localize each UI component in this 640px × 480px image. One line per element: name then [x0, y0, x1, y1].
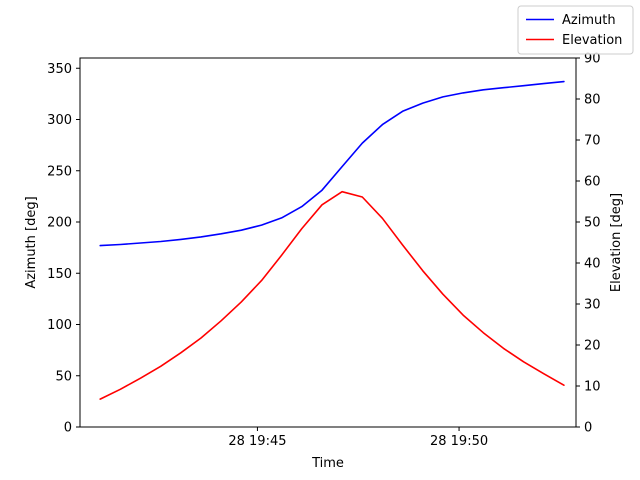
y-left-tick-label: 200: [47, 216, 72, 231]
y-right-tick-label: 50: [584, 216, 601, 231]
x-axis-ticks: 28 19:45 28 19:50: [228, 427, 488, 449]
y-right-tick-label: 80: [584, 93, 601, 108]
y-left-tick-label: 50: [55, 369, 72, 384]
y-left-tick-label: 0: [64, 421, 72, 436]
plot-marks: [99, 80, 565, 400]
x-tick-label: 28 19:45: [228, 434, 286, 449]
legend-box: [517, 5, 634, 55]
y-left-tick-label: 100: [47, 318, 72, 333]
plot-frame: [79, 57, 577, 428]
y-right-axis-label: Elevation [deg]: [609, 193, 624, 292]
y-right-tick-label: 0: [584, 421, 592, 436]
legend-label-azimuth: Azimuth: [562, 13, 616, 28]
series-line-elevation: [99, 190, 565, 400]
y-right-tick-label: 20: [584, 339, 601, 354]
y-right-tick-label: 10: [584, 380, 601, 395]
y-left-axis-label: Azimuth [deg]: [24, 196, 39, 288]
y-left-tick-label: 150: [47, 267, 72, 282]
y-left-axis-ticks: 0 50 100 150 200 250 300 350: [47, 62, 80, 436]
y-right-axis-ticks: 0 10 20 30 40 50 60 70 80 90: [576, 52, 601, 436]
y-left-tick-label: 250: [47, 164, 72, 179]
x-axis-label: Time: [311, 456, 344, 471]
y-right-tick-label: 40: [584, 257, 601, 272]
legend-label-elevation: Elevation: [562, 33, 622, 48]
y-left-tick-label: 350: [47, 62, 72, 77]
series-line-azimuth: [99, 80, 565, 247]
y-right-tick-label: 90: [584, 52, 601, 67]
y-right-tick-label: 60: [584, 175, 601, 190]
y-left-tick-label: 300: [47, 113, 72, 128]
legend: Azimuth Elevation: [517, 5, 634, 55]
y-right-tick-label: 70: [584, 134, 601, 149]
x-tick-label: 28 19:50: [430, 434, 488, 449]
y-right-tick-label: 30: [584, 298, 601, 313]
